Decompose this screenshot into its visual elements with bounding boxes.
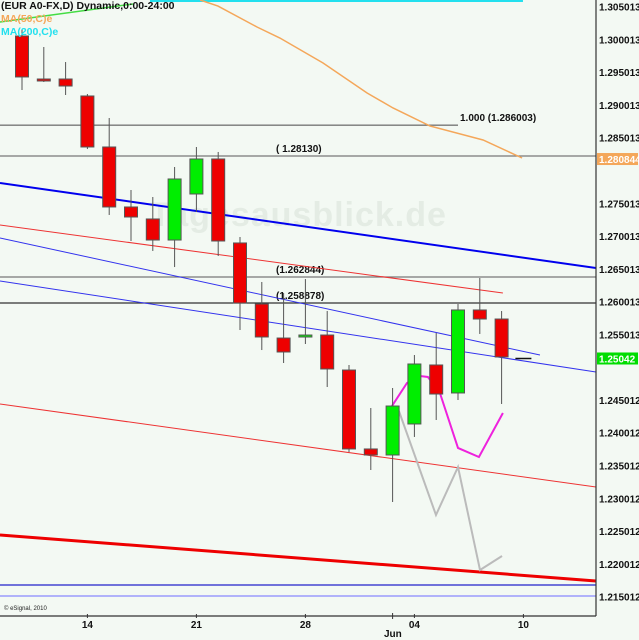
candle-down [276, 337, 291, 353]
y-tick-label: 1.300013 [599, 35, 639, 46]
y-tick-label: 1.290013 [599, 101, 639, 112]
trend-line-green-line [0, 3, 134, 23]
y-tick-label: 1.255013 [599, 330, 639, 341]
candle-down [342, 369, 356, 450]
plot-area: 1.000 (1.286003) ( 1.28130) (1.262844) (1.2… [0, 0, 596, 597]
candle-up [407, 363, 422, 425]
y-tick-label: 1.225012 [599, 527, 639, 538]
y-tick-label: 1.260013 [599, 298, 639, 309]
candle-down [58, 78, 73, 87]
y-tick-label: 1.265013 [599, 265, 639, 276]
x-tick-label: 10 [518, 620, 530, 631]
trend-line-thin-red-lower [0, 403, 596, 488]
candle-down [320, 334, 335, 370]
horizontal-line-label: ( 1.28130) [276, 144, 322, 155]
chart-title: (EUR A0-FX,D) Dynamic,0:00-24:00 [1, 0, 175, 12]
y-tick-label: 1.235012 [599, 462, 639, 473]
trend-line-thick-blue [0, 181, 596, 270]
candle-up [451, 309, 465, 394]
candle-down [102, 146, 117, 208]
horizontal-line-label: (1.262844) [276, 265, 324, 276]
y-tick-label: 1.305013 [599, 3, 639, 14]
trend-line-thick-red [0, 533, 596, 583]
candle-down [15, 35, 29, 78]
candle-down [363, 448, 378, 456]
y-tick-label: 1.270013 [599, 232, 639, 243]
legend-ma50: MA(50,C)e [1, 13, 53, 25]
trend-line-thin-blue-a [0, 237, 541, 356]
candle-down [211, 158, 226, 242]
y-tick-label: 1.275013 [599, 199, 639, 210]
month-label: Jun [384, 629, 402, 640]
y-tick-label: 1.215012 [599, 593, 639, 604]
price-marker-label: 1.280844 [599, 155, 639, 166]
price-marker-bg [597, 352, 638, 365]
candle-down [254, 303, 269, 338]
price-marker-bg [597, 153, 638, 166]
x-tick-label: 21 [191, 620, 203, 631]
candle-down [429, 364, 444, 395]
candle-up [189, 158, 204, 195]
projection-gray-line [397, 410, 503, 572]
candle-down [36, 78, 51, 82]
trend-line-thin-red-upper [0, 224, 503, 294]
candle-down [80, 95, 95, 148]
x-tick-label: 04 [409, 620, 421, 631]
x-tick-label: 28 [300, 620, 312, 631]
candle-down [124, 206, 138, 218]
price-marker-label: 1.25042 [599, 354, 636, 365]
candle-up [298, 334, 313, 338]
watermark: Tagesausblick.de [150, 196, 447, 234]
y-tick-label: 1.230012 [599, 494, 639, 505]
candle-down [494, 318, 509, 358]
legend-ma200: MA(200,C)e [1, 26, 59, 38]
y-tick-label: 1.245012 [599, 396, 639, 407]
y-tick-label: 1.220012 [599, 560, 639, 571]
horizontal-line-label: (1.258878) [276, 291, 324, 302]
x-tick-label: 14 [82, 620, 94, 631]
ma50-line [199, 0, 523, 159]
horizontal-line-label: 1.000 (1.286003) [460, 113, 536, 124]
candle-down [472, 309, 487, 320]
y-tick-label: 1.285013 [599, 134, 639, 145]
candle-down [145, 218, 160, 241]
candle-up [167, 178, 182, 241]
y-tick-label: 1.295013 [599, 68, 639, 79]
y-tick-label: 1.240012 [599, 429, 639, 440]
candle-down [233, 242, 247, 304]
copyright: © eSignal, 2010 [4, 606, 47, 612]
candle-up [385, 405, 400, 456]
